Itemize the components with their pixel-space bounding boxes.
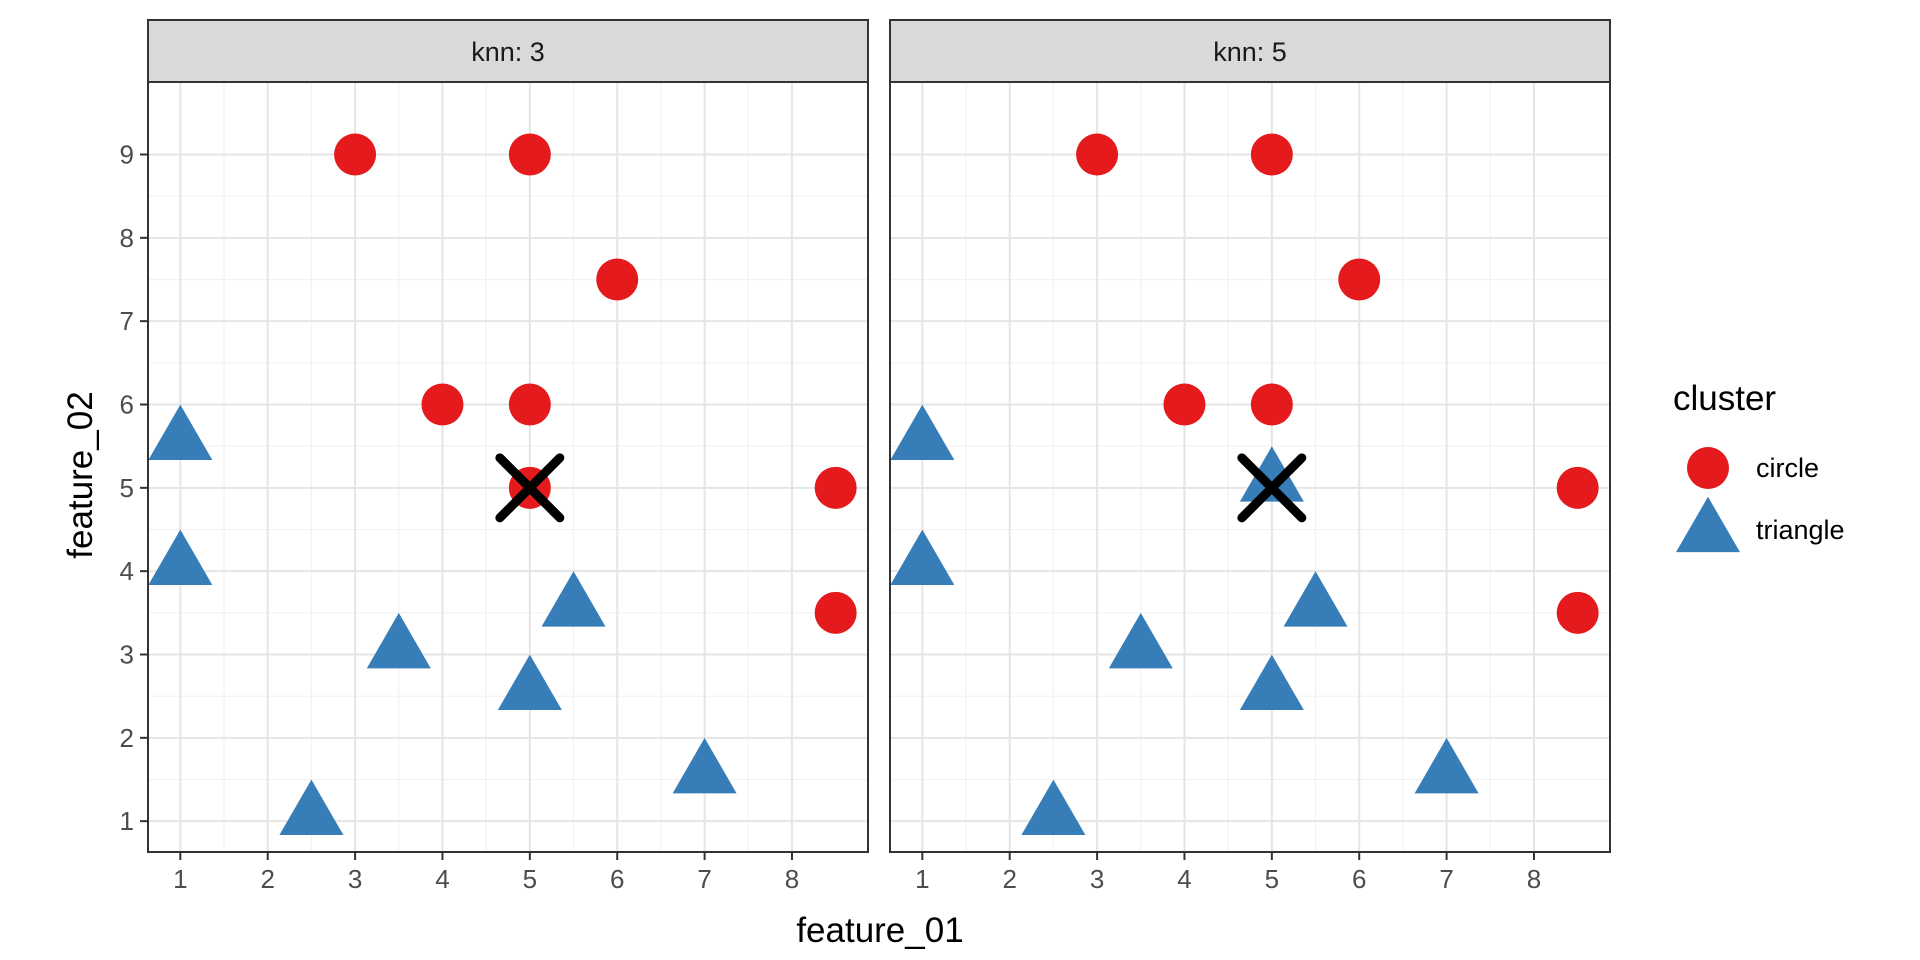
- point-circle: [508, 133, 551, 176]
- x-tick-label: 6: [610, 864, 624, 894]
- x-tick-label: 8: [1527, 864, 1541, 894]
- x-axis-title: feature_01: [796, 911, 963, 950]
- y-tick-label: 7: [120, 306, 134, 336]
- legend-entry-circle: circle: [1687, 447, 1819, 489]
- y-tick-label: 8: [120, 223, 134, 253]
- legend-key-circle: [1687, 447, 1729, 489]
- point-circle: [421, 383, 464, 426]
- strip-background: [889, 19, 1611, 83]
- point-triangle: [1239, 446, 1304, 502]
- point-triangle: [890, 404, 955, 461]
- query-point-stroke: [495, 453, 565, 523]
- point-triangle: [541, 571, 606, 627]
- strip-label: knn: 5: [1213, 37, 1287, 67]
- point-circle: [1338, 258, 1381, 301]
- query-point-x: [1237, 453, 1307, 523]
- y-axis-title: feature_02: [61, 391, 100, 558]
- panel-1: knn: 3 1 2 3 4 5 6 7 8 1 2 3 4 5 6 7 8 9: [120, 19, 869, 894]
- point-circle: [814, 591, 857, 634]
- query-point-stroke: [1237, 453, 1307, 523]
- legend-entries: circle triangle: [1676, 447, 1845, 553]
- point-triangle: [366, 612, 431, 669]
- point-circle: [1076, 133, 1119, 176]
- panel-2: knn: 5 1 2 3 4 5 6 7 8: [889, 19, 1611, 894]
- point-triangle: [1414, 737, 1479, 794]
- x-tick-label: 8: [785, 864, 799, 894]
- x-tick-label: 1: [173, 864, 187, 894]
- point-circle: [1250, 133, 1293, 176]
- point-triangle: [1021, 779, 1086, 836]
- point-circle: [596, 258, 639, 301]
- point-circle: [1250, 383, 1293, 426]
- y-tick-label: 5: [120, 473, 134, 503]
- point-triangle: [279, 779, 344, 836]
- point-triangle: [890, 529, 955, 586]
- strip-label: knn: 3: [471, 37, 545, 67]
- x-tick-label: 6: [1352, 864, 1366, 894]
- point-triangle: [148, 404, 213, 461]
- y-tick-label: 2: [120, 723, 134, 753]
- x-tick-label: 7: [1439, 864, 1453, 894]
- x-tick-label: 2: [260, 864, 274, 894]
- point-triangle: [148, 529, 213, 586]
- point-triangle: [1283, 571, 1348, 627]
- x-tick-label: 5: [1265, 864, 1279, 894]
- strip-background: [147, 19, 869, 83]
- point-triangle: [497, 654, 562, 711]
- y-tick-label: 9: [120, 140, 134, 170]
- point-triangle: [672, 737, 737, 794]
- x-tick-label: 2: [1002, 864, 1016, 894]
- legend-entry-triangle: triangle: [1676, 496, 1845, 553]
- y-tick-label: 3: [120, 640, 134, 670]
- x-tick-label: 4: [1177, 864, 1191, 894]
- point-triangle: [1239, 654, 1304, 711]
- y-tick-label: 6: [120, 390, 134, 420]
- point-circle: [334, 133, 377, 176]
- query-point-x: [495, 453, 565, 523]
- legend-title: cluster: [1673, 379, 1776, 418]
- point-circle: [814, 466, 857, 509]
- legend-label: triangle: [1756, 515, 1845, 545]
- legend-key-triangle: [1676, 496, 1740, 553]
- x-tick-label: 5: [523, 864, 537, 894]
- legend-label: circle: [1756, 453, 1819, 483]
- x-tick-label: 3: [348, 864, 362, 894]
- x-tick-label: 1: [915, 864, 929, 894]
- y-tick-label: 4: [120, 556, 134, 586]
- x-tick-label: 3: [1090, 864, 1104, 894]
- point-circle: [1163, 383, 1206, 426]
- point-circle: [508, 383, 551, 426]
- x-tick-label: 4: [435, 864, 449, 894]
- legend: cluster circle triangle: [1673, 379, 1845, 553]
- y-tick-label: 1: [120, 806, 134, 836]
- point-triangle: [1108, 612, 1173, 669]
- point-circle: [1556, 591, 1599, 634]
- facet-panels: knn: 3 1 2 3 4 5 6 7 8 1 2 3 4 5 6 7 8 9 knn: 5 1 2 3 4 5 6 7 8: [120, 19, 1611, 894]
- point-circle: [1556, 466, 1599, 509]
- x-tick-label: 7: [697, 864, 711, 894]
